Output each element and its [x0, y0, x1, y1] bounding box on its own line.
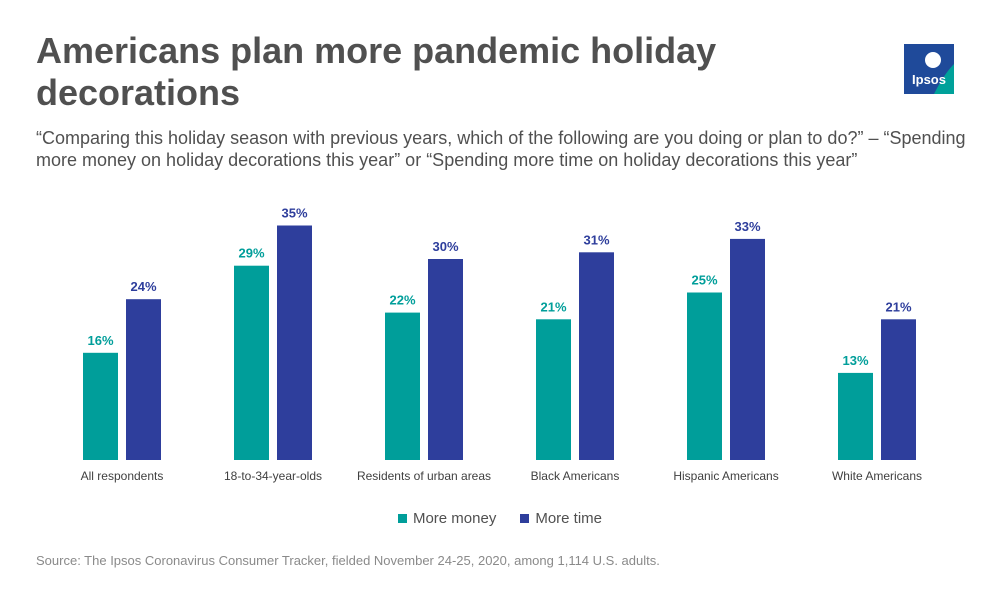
category-label-4: Hispanic Americans: [673, 469, 778, 483]
source-note: Source: The Ipsos Coronavirus Consumer T…: [36, 553, 660, 568]
data-label-time-1: 35%: [281, 206, 307, 221]
legend-label-money: More money: [412, 510, 497, 527]
legend-item-time: More time: [520, 510, 602, 527]
data-label-time-5: 21%: [885, 299, 911, 314]
data-label-money-0: 16%: [87, 333, 113, 348]
bar-money-4: [687, 292, 722, 460]
legend-label-time: More time: [535, 510, 603, 527]
bar-money-3: [536, 319, 571, 460]
category-label-3: Black Americans: [531, 469, 620, 483]
chart-legend: More money More time: [0, 510, 1000, 527]
bar-money-5: [838, 372, 873, 460]
bar-money-1: [234, 265, 269, 460]
chart-title: Americans plan more pandemic holiday dec…: [36, 30, 717, 113]
logo-teal-shape: [934, 64, 954, 94]
bar-time-1: [277, 225, 312, 460]
bar-money-2: [385, 312, 420, 460]
bar-time-4: [730, 238, 765, 460]
ipsos-logo: Ipsos: [904, 44, 954, 94]
data-label-money-4: 25%: [691, 273, 717, 288]
bar-time-5: [881, 319, 916, 460]
legend-item-money: More money: [397, 510, 497, 527]
bar-time-2: [428, 259, 463, 460]
legend-swatch-time: [520, 514, 530, 523]
data-label-time-3: 31%: [583, 232, 609, 247]
category-label-0: All respondents: [81, 469, 164, 483]
data-label-money-5: 13%: [842, 353, 868, 368]
bar-time-3: [579, 252, 614, 460]
data-label-time-2: 30%: [432, 239, 458, 254]
category-label-1: 18-to-34-year-olds: [224, 469, 322, 483]
data-label-time-0: 24%: [130, 279, 156, 294]
legend-swatch-money: [397, 514, 407, 523]
bar-chart: 16% 24% All respondents 29% 35% 18-to-34-year…: [81, 206, 922, 484]
logo-text: Ipsos: [912, 72, 946, 87]
bar-money-0: [83, 352, 118, 460]
category-label-5: White Americans: [832, 469, 922, 483]
data-label-money-1: 29%: [238, 246, 264, 261]
data-label-money-2: 22%: [389, 293, 415, 308]
category-label-2: Residents of urban areas: [357, 469, 491, 483]
data-label-money-3: 21%: [540, 299, 566, 314]
logo-head-shape: [925, 52, 941, 68]
bar-time-0: [126, 299, 161, 460]
data-label-time-4: 33%: [734, 219, 760, 234]
chart-subtitle: “Comparing this holiday season with prev…: [36, 128, 966, 170]
